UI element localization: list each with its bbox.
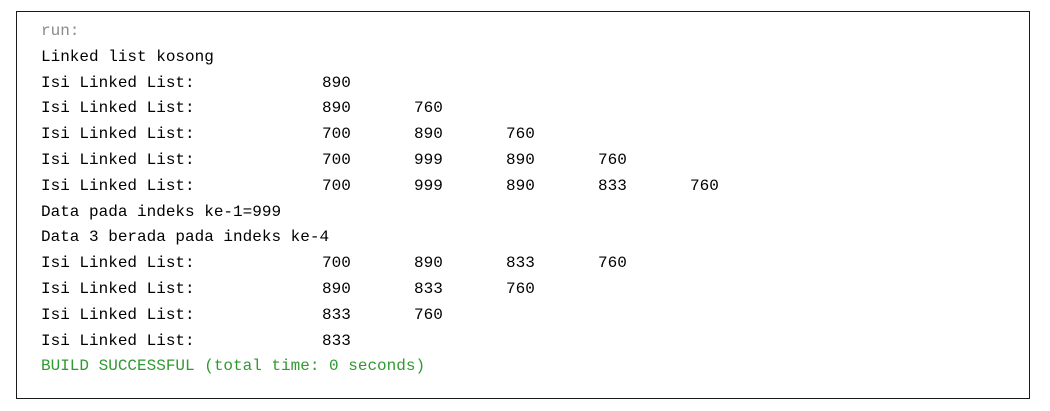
list-label: Isi Linked List: [41,99,195,118]
console-line-linked-list: Isi Linked List: 700 890 833 760 [41,251,782,277]
list-value: 760 [598,254,627,273]
list-value: 999 [414,176,443,195]
list-label: Isi Linked List: [41,150,195,169]
list-value: 700 [322,125,351,144]
list-value: 890 [414,254,443,273]
list-value: 890 [414,125,443,144]
console-line-linked-list: Isi Linked List: 833 760 [41,303,782,329]
console-line-linked-list: Isi Linked List: 890 [41,71,782,97]
list-value: 700 [322,150,351,169]
list-value: 890 [506,176,535,195]
list-label: Isi Linked List: [41,73,195,92]
console-line-linked-list: Isi Linked List: 890 833 760 [41,277,782,303]
output-console-panel: run: Linked list kosong Isi Linked List: 89… [16,11,1030,399]
list-value: 833 [598,176,627,195]
console-line: Linked list kosong [41,47,214,66]
console-line-linked-list: Isi Linked List: 700 999 890 760 [41,148,782,174]
list-value: 760 [414,99,443,118]
list-value: 760 [690,176,719,195]
list-value: 700 [322,176,351,195]
console-line-run: run: [41,22,80,40]
list-value: 760 [506,279,535,298]
list-label: Isi Linked List: [41,125,195,144]
list-value: 890 [322,279,351,298]
list-label: Isi Linked List: [41,254,195,273]
list-label: Isi Linked List: [41,305,195,324]
console-line-linked-list: Isi Linked List: 833 [41,329,782,355]
list-label: Isi Linked List: [41,279,195,298]
list-value: 760 [506,125,535,144]
console-line-linked-list: Isi Linked List: 700 890 760 [41,122,782,148]
console-line: Data pada indeks ke-1=999 [41,202,282,221]
console-line-linked-list: Isi Linked List: 890 760 [41,96,782,122]
list-value: 833 [322,331,351,350]
list-value: 700 [322,254,351,273]
list-value: 833 [506,254,535,273]
list-value: 760 [598,150,627,169]
list-value: 890 [506,150,535,169]
list-value: 833 [322,305,351,324]
list-value: 890 [322,99,351,118]
list-label: Isi Linked List: [41,331,195,350]
list-value: 760 [414,305,443,324]
console-line-linked-list: Isi Linked List: 700 999 890 833 760 [41,174,782,200]
console-line: Data 3 berada pada indeks ke-4 [41,228,330,247]
console-line-build-status: BUILD SUCCESSFUL (total time: 0 seconds) [41,357,426,376]
list-label: Isi Linked List: [41,176,195,195]
list-value: 890 [322,73,351,92]
list-value: 999 [414,150,443,169]
console-output-text: run: Linked list kosong Isi Linked List: 89… [41,19,782,380]
list-value: 833 [414,279,443,298]
